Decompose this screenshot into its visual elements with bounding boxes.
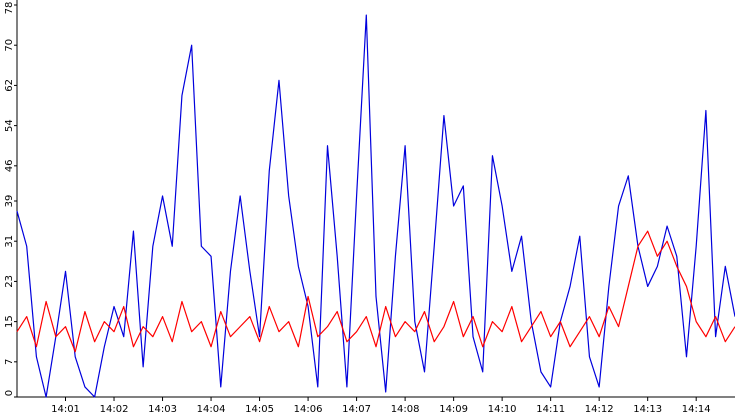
- y-tick-label: 54: [4, 119, 15, 132]
- y-tick-label: 78: [4, 2, 15, 15]
- y-tick-label: 15: [4, 315, 15, 328]
- x-tick-label: 14:13: [633, 404, 662, 415]
- x-tick-label: 14:01: [51, 404, 80, 415]
- y-tick-label: 7: [4, 359, 15, 365]
- x-tick-label: 14:04: [197, 404, 226, 415]
- y-tick-label: 31: [4, 235, 15, 248]
- x-tick-label: 14:11: [536, 404, 565, 415]
- y-tick-label: 62: [4, 79, 15, 92]
- x-tick-label: 14:10: [488, 404, 517, 415]
- series-line: [16, 230, 735, 353]
- y-tick-label: 46: [4, 159, 15, 172]
- y-tick-label: 70: [4, 39, 15, 52]
- y-tick-label: 39: [4, 195, 15, 208]
- y-tick-label: 0: [4, 390, 15, 396]
- x-tick-label: 14:12: [585, 404, 614, 415]
- x-tick-label: 14:07: [342, 404, 371, 415]
- x-tick-label: 14:06: [294, 404, 323, 415]
- x-tick-label: 14:05: [245, 404, 274, 415]
- x-tick-label: 14:14: [682, 404, 711, 415]
- x-tick-label: 14:02: [100, 404, 129, 415]
- y-tick-label: 23: [4, 275, 15, 288]
- x-tick-label: 14:09: [439, 404, 468, 415]
- x-tick-label: 14:08: [391, 404, 420, 415]
- series-line: [16, 14, 735, 398]
- x-tick-label: 14:03: [148, 404, 177, 415]
